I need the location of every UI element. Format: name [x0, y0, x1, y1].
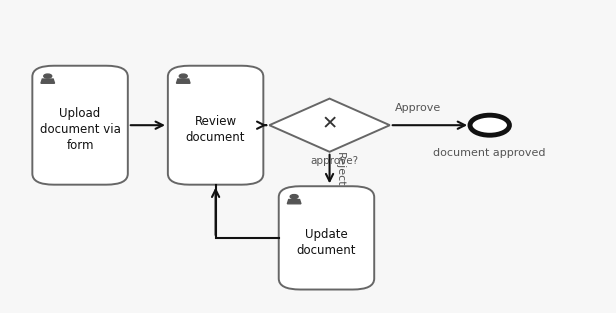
Text: Approve: Approve: [394, 103, 440, 113]
Circle shape: [44, 74, 52, 78]
Text: document approved: document approved: [434, 148, 546, 158]
Circle shape: [290, 195, 298, 199]
Polygon shape: [287, 199, 301, 204]
Text: Update
document: Update document: [297, 228, 356, 257]
Text: Review
document: Review document: [186, 115, 245, 144]
Text: Reject: Reject: [334, 152, 344, 186]
Polygon shape: [176, 79, 190, 83]
FancyBboxPatch shape: [279, 186, 375, 290]
Text: ✕: ✕: [322, 114, 338, 133]
Text: approve?: approve?: [310, 156, 359, 167]
Text: Upload
document via
form: Upload document via form: [39, 107, 121, 152]
FancyBboxPatch shape: [33, 66, 128, 185]
Polygon shape: [269, 99, 390, 152]
FancyBboxPatch shape: [168, 66, 264, 185]
Circle shape: [470, 115, 509, 135]
Polygon shape: [41, 79, 55, 83]
Circle shape: [179, 74, 187, 78]
